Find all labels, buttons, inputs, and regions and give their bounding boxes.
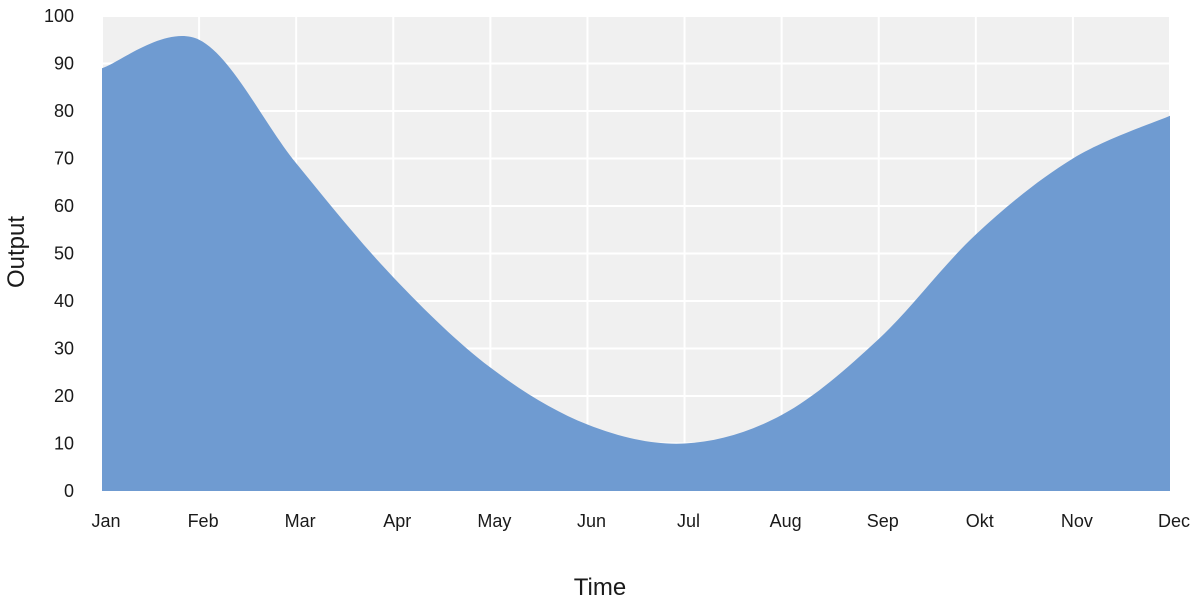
y-tick-label: 0: [64, 481, 74, 501]
y-tick-label: 50: [54, 244, 74, 264]
y-tick-label: 10: [54, 434, 74, 454]
y-axis-title: Output: [3, 216, 30, 288]
x-axis-title: Time: [574, 574, 626, 601]
x-tick-label: Nov: [1061, 511, 1093, 531]
y-tick-label: 90: [54, 54, 74, 74]
y-tick-label: 100: [44, 6, 74, 26]
x-tick-label: Mar: [285, 511, 316, 531]
x-tick-label: Jan: [91, 511, 120, 531]
x-tick-label: May: [477, 511, 511, 531]
x-tick-label: Apr: [383, 511, 411, 531]
x-tick-label: Dec: [1158, 511, 1190, 531]
y-tick-label: 80: [54, 101, 74, 121]
y-axis-ticks: 0 10 20 30 40 50 60 70 80 90 100: [44, 6, 74, 501]
x-tick-label: Sep: [867, 511, 899, 531]
y-tick-label: 60: [54, 196, 74, 216]
x-tick-label: Jul: [677, 511, 700, 531]
x-axis-ticks: Jan Feb Mar Apr May Jun Jul Aug Sep Okt Nov Dec: [91, 511, 1190, 531]
y-tick-label: 30: [54, 339, 74, 359]
x-tick-label: Feb: [188, 511, 219, 531]
x-tick-label: Aug: [770, 511, 802, 531]
y-tick-label: 40: [54, 291, 74, 311]
y-tick-label: 20: [54, 386, 74, 406]
y-tick-label: 70: [54, 149, 74, 169]
x-tick-label: Jun: [577, 511, 606, 531]
area-series: [102, 36, 1170, 491]
x-tick-label: Okt: [966, 511, 994, 531]
